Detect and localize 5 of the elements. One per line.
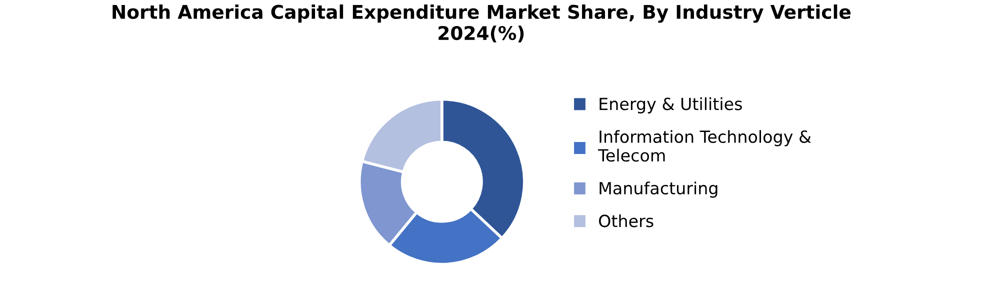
legend-label: Manufacturing xyxy=(600,182,718,198)
legend-label: Information Technology & Telecom xyxy=(598,130,811,162)
chart-title: North America Capital Expenditure Market Share, By Industry Verticle 2024(%) xyxy=(112,4,851,42)
legend-label: Energy & Utilities xyxy=(600,97,742,114)
legend-label: Others xyxy=(599,214,654,228)
